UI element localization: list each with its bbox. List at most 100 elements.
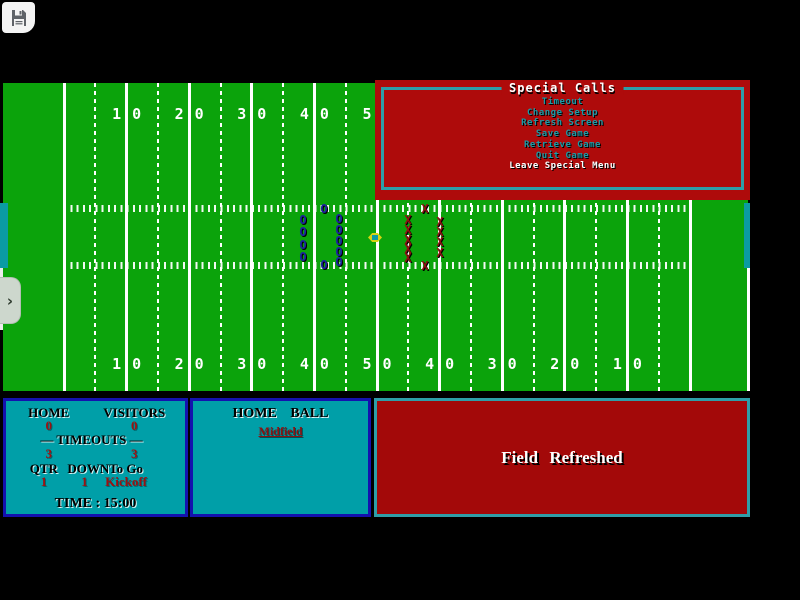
player-marker-home: O (299, 213, 307, 227)
menu-item-list: Timeout Change Setup Refresh Screen Save… (375, 97, 750, 172)
game-clock: TIME : 15:00 (6, 496, 185, 512)
five-yard-dotted-line (595, 83, 598, 391)
time-label: TIME : (54, 496, 101, 511)
sidebar-expand-button[interactable]: › (0, 277, 21, 324)
five-yard-dotted-line (532, 83, 535, 391)
five-yard-dotted-line (156, 83, 159, 391)
possession-panel: HOME BALL Midfield (190, 398, 371, 517)
floppy-icon (11, 9, 26, 26)
player-marker-visitor: X (436, 225, 444, 239)
five-yard-dotted-line (219, 83, 222, 391)
five-yard-dotted-line (344, 83, 347, 391)
player-marker-home: O (299, 225, 307, 239)
menu-item-retrieve-game[interactable]: Retrieve Game (524, 139, 601, 150)
message-panel: Field Refreshed (374, 398, 750, 517)
player-marker-home: O (299, 250, 307, 264)
visitors-score: 0 (131, 418, 138, 433)
qtr-label: QTR (29, 461, 58, 476)
player-marker-visitor: X (404, 223, 412, 237)
yard-line (563, 83, 567, 391)
status-message: Field Refreshed (501, 447, 623, 467)
player-marker-home: O (335, 212, 343, 226)
menu-item-refresh-screen[interactable]: Refresh Screen (521, 118, 604, 129)
menu-item-change-setup[interactable]: Change Setup (526, 107, 599, 118)
timeouts-label: — TIMEOUTS — (40, 432, 143, 447)
timeouts-row: 3 3 (6, 446, 177, 462)
togo-label: To Go (109, 461, 143, 476)
time-value: 15:00 (103, 496, 137, 511)
team-labels-row: HOME VISITORS (6, 405, 177, 421)
home-label: HOME (28, 405, 70, 420)
togo-value: Kickoff (105, 474, 147, 489)
scoreboard-panel: HOME VISITORS 0 0 — TIMEOUTS — 3 3 QTR D… (3, 398, 188, 517)
five-yard-dotted-line (469, 83, 472, 391)
five-yard-dotted-line (657, 83, 660, 391)
player-marker-home: O (335, 223, 343, 237)
field-right-edge-strip (744, 203, 750, 268)
five-yard-dotted-line (94, 83, 97, 391)
player-marker-visitor: X (436, 246, 444, 260)
player-marker-home: O (320, 258, 328, 272)
player-marker-home: O (335, 245, 343, 259)
player-marker-visitor: X (421, 202, 429, 216)
player-marker-home: O (299, 238, 307, 252)
right-sideline (747, 268, 750, 391)
player-marker-visitor: X (404, 251, 412, 265)
ball-marker (368, 233, 382, 242)
save-button[interactable] (2, 2, 35, 33)
player-marker-home: O (335, 255, 343, 269)
qtr-value: 1 (40, 474, 48, 489)
score-row: 0 0 (6, 418, 177, 434)
menu-item-leave-special-menu[interactable]: Leave Special Menu (509, 161, 616, 172)
player-marker-visitor: X (436, 215, 444, 229)
field-left-edge-strip (0, 203, 8, 268)
yard-line (62, 83, 66, 391)
special-calls-menu: Special Calls Timeout Change Setup Refre… (375, 80, 750, 200)
menu-item-save-game[interactable]: Save Game (535, 129, 590, 140)
player-marker-visitor: X (404, 213, 412, 227)
menu-item-timeout[interactable]: Timeout (541, 97, 584, 107)
home-timeouts: 3 (45, 446, 53, 461)
possession-team: HOME BALL (232, 406, 329, 421)
visitors-timeouts: 3 (131, 446, 138, 461)
player-marker-visitor: X (404, 242, 412, 256)
yard-line (688, 83, 692, 391)
player-marker-visitor: X (404, 233, 412, 247)
home-score: 0 (45, 418, 53, 433)
yard-number: 5 (362, 105, 372, 123)
ball-position: Midfield (258, 424, 303, 438)
menu-title: Special Calls (501, 81, 624, 95)
chevron-right-icon: › (6, 291, 14, 310)
player-marker-visitor: X (421, 259, 429, 273)
yard-line (187, 83, 191, 391)
player-marker-home: O (335, 234, 343, 248)
yard-line (250, 83, 254, 391)
situation-labels-row: QTR DOWN To Go (6, 461, 177, 477)
player-marker-home: O (320, 202, 328, 216)
yard-line (438, 83, 442, 391)
yard-line (312, 83, 316, 391)
five-yard-dotted-line (282, 83, 285, 391)
down-label: DOWN (67, 461, 110, 476)
player-marker-visitor: X (436, 235, 444, 249)
situation-values-row: 1 1 Kickoff (6, 474, 177, 490)
menu-item-quit-game[interactable]: Quit Game (535, 150, 590, 161)
visitors-label: VISITORS (103, 405, 166, 420)
five-yard-dotted-line (407, 83, 410, 391)
down-value: 1 (81, 474, 88, 489)
yard-line (125, 83, 129, 391)
